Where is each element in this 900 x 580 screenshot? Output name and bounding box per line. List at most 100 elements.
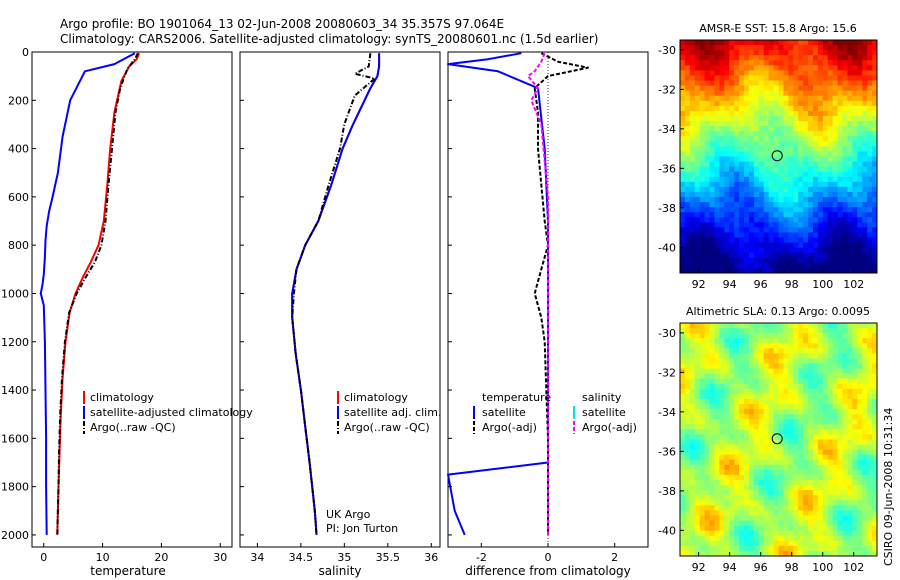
heatmap-cell (768, 500, 775, 506)
heatmap-cell (808, 520, 814, 527)
heatmap-cell (812, 404, 819, 410)
heatmap-cell (842, 60, 849, 66)
heatmap-cell (714, 237, 720, 244)
heatmap-cell (729, 454, 735, 461)
heatmap-cell (778, 328, 785, 334)
heatmap-cell (857, 171, 863, 178)
y-tick-label: 1800 (1, 481, 29, 494)
heatmap-cell (704, 247, 711, 254)
heatmap-cell (837, 141, 844, 147)
heatmap-cell (748, 323, 755, 329)
heatmap-cell (783, 409, 789, 415)
heatmap-cell (719, 191, 725, 198)
heatmap-cell (699, 328, 706, 334)
heatmap-cell (709, 171, 716, 178)
heatmap-cell (872, 212, 877, 218)
heatmap-cell (788, 257, 794, 264)
heatmap-cell (773, 398, 780, 405)
heatmap-cell (793, 156, 799, 163)
heatmap-cell (872, 267, 877, 273)
heatmap-cell (739, 404, 745, 410)
heatmap-cell (689, 333, 696, 339)
heatmap-cell (753, 181, 760, 188)
heatmap-cell (729, 191, 735, 198)
heatmap-cell (803, 505, 809, 512)
heatmap-cell (729, 378, 735, 385)
heatmap-cell (734, 419, 740, 425)
heatmap-cell (857, 434, 863, 441)
heatmap-cell (788, 252, 794, 259)
heatmap-cell (758, 434, 765, 441)
heatmap-cell (694, 242, 701, 249)
heatmap-cell (729, 85, 735, 92)
heatmap-cell (867, 358, 873, 365)
heatmap-cell (808, 75, 814, 82)
heatmap-cell (817, 444, 824, 451)
heatmap-cell (803, 197, 809, 203)
heatmap-cell (758, 323, 765, 329)
heatmap-cell (803, 424, 809, 430)
heatmap-cell (867, 393, 873, 400)
legend-label-satellite: satellite adj. clim. (344, 406, 441, 419)
heatmap-cell (842, 404, 849, 410)
heatmap-cell (808, 136, 814, 142)
heatmap-cell (822, 515, 829, 522)
heatmap-cell (734, 480, 740, 486)
heatmap-cell (867, 323, 873, 329)
heatmap-cell (699, 70, 706, 77)
heatmap-cell (852, 242, 858, 249)
heatmap-cell (704, 242, 711, 249)
heatmap-cell (778, 449, 785, 456)
heatmap-cell (808, 131, 814, 137)
heatmap-cell (758, 530, 765, 537)
heatmap-cell (694, 141, 701, 147)
heatmap-cell (783, 348, 789, 354)
heatmap-cell (724, 217, 730, 223)
heatmap-cell (714, 207, 720, 213)
sla-map-frame (679, 322, 878, 557)
heatmap-cell (808, 525, 814, 532)
heatmap-cell (758, 373, 765, 380)
x-tick-label: 102 (843, 278, 864, 291)
heatmap-cell (680, 186, 686, 193)
heatmap-cell (748, 393, 755, 400)
heatmap-cell (808, 197, 814, 203)
heatmap-cell (739, 100, 745, 107)
heatmap-cell (812, 227, 819, 234)
heatmap-cell (837, 212, 844, 218)
heatmap-cell (724, 535, 730, 542)
heatmap-cell (837, 495, 844, 501)
x-tick-label: 36 (424, 551, 438, 564)
heatmap-cell (724, 85, 730, 92)
difference-lines (447, 52, 589, 536)
heatmap-cell (798, 393, 804, 400)
heatmap-cell (753, 510, 760, 517)
heatmap-cell (817, 545, 824, 552)
heatmap-cell (704, 495, 711, 501)
heatmap-cell (862, 202, 868, 208)
heatmap-cell (803, 85, 809, 92)
heatmap-cell (847, 237, 853, 244)
heatmap-cell (827, 474, 834, 481)
heatmap-cell (872, 202, 877, 208)
heatmap-cell (798, 343, 804, 349)
heatmap-cell (748, 110, 755, 117)
heatmap-cell (847, 500, 853, 506)
heatmap-cell (684, 454, 691, 461)
heatmap-cell (788, 414, 794, 420)
heatmap-cell (837, 323, 844, 329)
heatmap-cell (744, 343, 750, 349)
y-tick-label: 1200 (1, 336, 29, 349)
heatmap-cell (684, 500, 691, 506)
heatmap-cell (793, 550, 799, 556)
heatmap-cell (729, 202, 735, 208)
salinity-xlabel: salinity (318, 564, 361, 578)
heatmap-cell (768, 368, 775, 375)
heatmap-cell (704, 126, 711, 132)
heatmap-cell (724, 474, 730, 481)
heatmap-cell (684, 181, 691, 188)
heatmap-cell (798, 485, 804, 491)
heatmap-cell (680, 95, 686, 102)
heatmap-cell (867, 404, 873, 410)
heatmap-cell (714, 515, 720, 522)
